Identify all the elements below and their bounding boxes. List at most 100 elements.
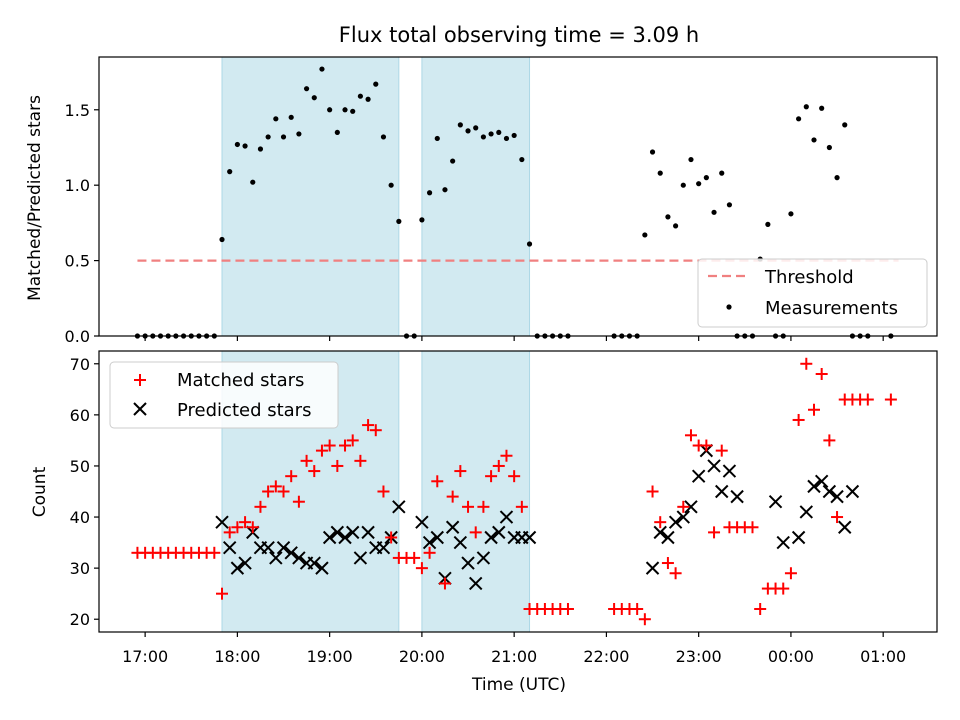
measurement-point (442, 187, 448, 193)
measurement-point (426, 190, 433, 196)
predicted-point (276, 540, 291, 555)
matched-point (492, 459, 505, 472)
matched-point (831, 511, 844, 524)
measurement-point (234, 141, 240, 148)
measurement-point (342, 107, 348, 113)
matched-point (454, 465, 467, 478)
predicted-point (492, 525, 506, 540)
x-tick-label: 19:00 (307, 647, 353, 666)
bottom-panel: 20 30 40 50 60 70 17:00 18:00 19:00 20:00 21:00 22… (30, 350, 938, 695)
matched-point (715, 444, 728, 457)
measurement-point (357, 93, 363, 99)
matched-point (631, 603, 644, 616)
predicted-point (338, 530, 352, 545)
matched-point (700, 439, 713, 452)
measurement-point (526, 241, 533, 247)
x-tick-label: 00:00 (768, 647, 814, 666)
matched-point (277, 485, 290, 498)
y-tick-label: 20 (70, 610, 90, 629)
measurement-point (496, 129, 502, 136)
measurement-point (327, 107, 333, 113)
measurement-point (511, 132, 517, 139)
measurement-point (680, 182, 686, 188)
measurement-point (380, 134, 387, 140)
matched-point (646, 485, 659, 498)
measurement-point (688, 156, 694, 163)
matched-point (385, 531, 398, 544)
matched-point (784, 567, 797, 580)
matched-point (792, 413, 805, 426)
top-axes-frame (98, 56, 938, 337)
matched-point (315, 444, 328, 457)
matched-point (469, 526, 482, 539)
predicted-point (376, 540, 391, 555)
matched-point (800, 357, 813, 370)
predicted-point (222, 540, 237, 555)
predicted-point (645, 561, 660, 575)
y-tick-label: 0.0 (65, 327, 90, 346)
x-tick-label: 23:00 (676, 647, 722, 666)
x-tick-label: 22:00 (583, 647, 629, 666)
predicted-point (238, 556, 252, 570)
predicted-point (476, 551, 491, 565)
y-tick-label: 50 (70, 457, 90, 476)
matched-point (254, 500, 267, 513)
measurement-point (457, 122, 463, 128)
matched-point (807, 403, 820, 416)
shaded-interval-2 (421, 350, 531, 633)
predicted-point (791, 530, 806, 545)
measurement-point (842, 122, 848, 128)
shaded-intervals-top (221, 56, 531, 337)
measurement-point (649, 149, 656, 155)
chart-title: Flux total observing time = 3.09 h (339, 23, 699, 47)
x-tick-label: 17:00 (122, 647, 168, 666)
legend-measurements-swatch (726, 304, 732, 310)
measurement-point (465, 128, 471, 134)
measurement-point (519, 156, 525, 163)
matched-point (669, 567, 682, 580)
predicted-point (307, 556, 321, 570)
measurement-point (350, 108, 356, 114)
top-y-axis-label: Matched/Predicted stars (25, 95, 45, 301)
measurement-point (642, 232, 648, 238)
matched-point (561, 603, 574, 616)
legend-measurements-label: Measurements (765, 298, 898, 319)
x-tick-label: 20:00 (399, 647, 445, 666)
measurement-point (257, 146, 264, 152)
matched-point (754, 603, 767, 616)
y-tick-label: 0.5 (65, 252, 90, 271)
predicted-point (830, 489, 844, 504)
bottom-y-axis-label: Count (30, 466, 50, 517)
matched-point (438, 577, 451, 590)
predicted-point (315, 561, 329, 575)
predicted-point (230, 561, 245, 575)
predicted-point (330, 525, 345, 540)
matched-point (323, 439, 336, 452)
matched-point (331, 459, 344, 472)
measurement-point (811, 137, 817, 143)
measurement-point (488, 131, 494, 137)
predicted-point (261, 540, 275, 555)
predicted-point (822, 484, 837, 499)
top-legend: Threshold Measurements (697, 258, 928, 328)
matched-point (684, 429, 697, 442)
matched-point (446, 490, 459, 503)
measurement-point (373, 81, 379, 87)
predicted-point (845, 484, 860, 499)
matched-point (823, 434, 836, 447)
measurement-point (803, 104, 809, 110)
matched-point (815, 367, 828, 380)
predicted-point (499, 510, 514, 524)
measurement-point (503, 135, 510, 142)
matched-point (269, 480, 282, 493)
measurement-point (673, 223, 679, 229)
measurement-point (480, 134, 487, 140)
predicted-point (415, 515, 429, 529)
bottom-x-ticks: 17:00 18:00 19:00 20:00 21:00 22:00 23:00 00:00… (122, 632, 906, 666)
predicted-point (722, 464, 737, 478)
predicted-point (799, 505, 814, 519)
measurement-point (788, 211, 794, 217)
measurement-point (419, 217, 425, 223)
legend-predicted-label: Predicted stars (177, 400, 311, 421)
y-tick-label: 1.5 (65, 101, 90, 120)
